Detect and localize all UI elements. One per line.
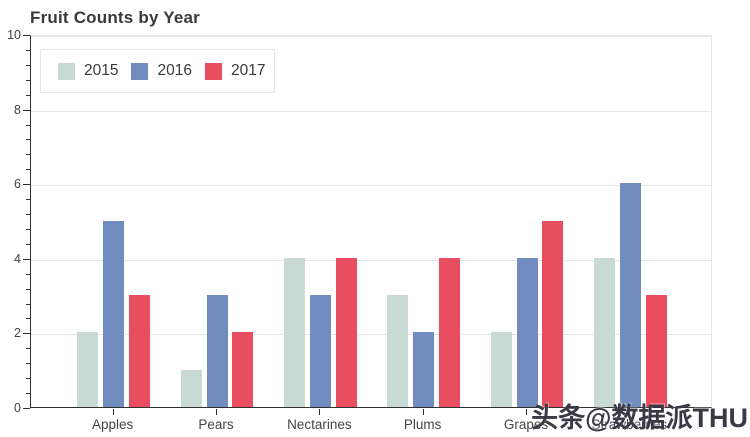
x-tick-strawberries xyxy=(629,409,631,415)
x-tick-label-strawberries: Strawberries xyxy=(591,417,668,432)
y-minor-tick xyxy=(26,393,30,395)
y-tick-label: 10 xyxy=(7,28,21,42)
y-minor-tick xyxy=(26,228,30,230)
bar-apples-2017 xyxy=(129,295,150,407)
y-minor-tick xyxy=(26,288,30,290)
y-minor-tick xyxy=(26,139,30,141)
y-major-tick xyxy=(23,408,30,409)
x-tick-plums xyxy=(422,409,424,415)
y-minor-tick xyxy=(26,79,30,81)
x-tick-apples xyxy=(112,409,114,415)
y-minor-tick xyxy=(26,303,30,305)
y-major-tick xyxy=(23,333,30,335)
y-tick-label: 6 xyxy=(14,177,21,192)
y-minor-tick xyxy=(26,169,30,171)
y-minor-tick xyxy=(26,199,30,201)
bar-apples-2016 xyxy=(103,220,125,407)
y-minor-tick xyxy=(26,318,30,320)
y-major-tick xyxy=(23,35,30,36)
plot-area xyxy=(30,35,712,408)
legend-item-2015: 2015 xyxy=(58,62,118,80)
y-tick-label: 4 xyxy=(14,251,21,266)
bar-grapes-2016 xyxy=(516,257,538,407)
y-minor-tick xyxy=(26,378,30,380)
x-tick-label-pears: Pears xyxy=(198,417,234,432)
x-tick-label-apples: Apples xyxy=(92,417,134,432)
y-minor-tick xyxy=(26,363,30,365)
legend-label-2015: 2015 xyxy=(84,62,119,79)
watermark: 头条@数据派THU xyxy=(531,403,748,433)
bar-strawberries-2017 xyxy=(645,295,667,407)
legend-item-2017: 2017 xyxy=(204,62,266,80)
y-minor-tick xyxy=(26,243,30,245)
bar-nectarines-2015 xyxy=(284,257,305,407)
x-tick-nectarines xyxy=(319,409,321,415)
bar-pears-2017 xyxy=(232,332,254,407)
legend-swatch-2015 xyxy=(58,62,75,80)
y-minor-tick xyxy=(26,273,30,275)
y-tick-label: 0 xyxy=(14,401,21,415)
y-tick-label: 2 xyxy=(14,326,21,341)
legend-swatch-2017 xyxy=(204,62,222,80)
gridline-y-6 xyxy=(31,185,711,187)
bar-apples-2015 xyxy=(77,332,99,407)
bar-grapes-2017 xyxy=(542,220,564,407)
bar-strawberries-2016 xyxy=(619,183,641,407)
y-major-tick xyxy=(23,109,30,111)
bar-strawberries-2015 xyxy=(594,257,615,407)
y-minor-tick xyxy=(26,214,30,216)
legend: 2015 2016 2017 xyxy=(40,49,275,93)
gridline-y-10 xyxy=(31,36,711,37)
bar-pears-2016 xyxy=(206,295,228,407)
x-tick-grapes xyxy=(526,409,527,415)
gridline-y-8 xyxy=(31,110,711,112)
legend-item-2016: 2016 xyxy=(131,62,192,80)
legend-label-2017: 2017 xyxy=(230,62,266,79)
y-major-tick xyxy=(23,258,30,260)
legend-swatch-2016 xyxy=(131,62,149,80)
x-tick-label-plums: Plums xyxy=(403,417,442,432)
bar-grapes-2015 xyxy=(490,332,512,407)
bar-nectarines-2017 xyxy=(335,257,357,407)
gridline-y-4 xyxy=(31,259,711,261)
y-minor-tick xyxy=(26,64,30,66)
bar-plums-2015 xyxy=(387,295,409,407)
y-tick-label: 8 xyxy=(14,102,21,117)
bar-plums-2016 xyxy=(413,332,435,407)
y-minor-tick xyxy=(26,154,30,156)
bar-pears-2015 xyxy=(180,369,202,407)
x-tick-label-nectarines: Nectarines xyxy=(287,417,352,432)
gridline-y-2 xyxy=(31,334,711,336)
y-minor-tick xyxy=(26,94,30,96)
x-tick-pears xyxy=(216,409,217,415)
legend-label-2016: 2016 xyxy=(157,62,192,79)
y-minor-tick xyxy=(26,124,30,126)
y-major-tick xyxy=(23,184,30,186)
x-tick-label-grapes: Grapes xyxy=(503,417,549,432)
y-minor-tick xyxy=(26,49,30,51)
bar-nectarines-2016 xyxy=(309,295,331,407)
bar-plums-2017 xyxy=(439,257,460,407)
chart-title: Fruit Counts by Year xyxy=(30,8,200,27)
y-minor-tick xyxy=(26,348,30,350)
